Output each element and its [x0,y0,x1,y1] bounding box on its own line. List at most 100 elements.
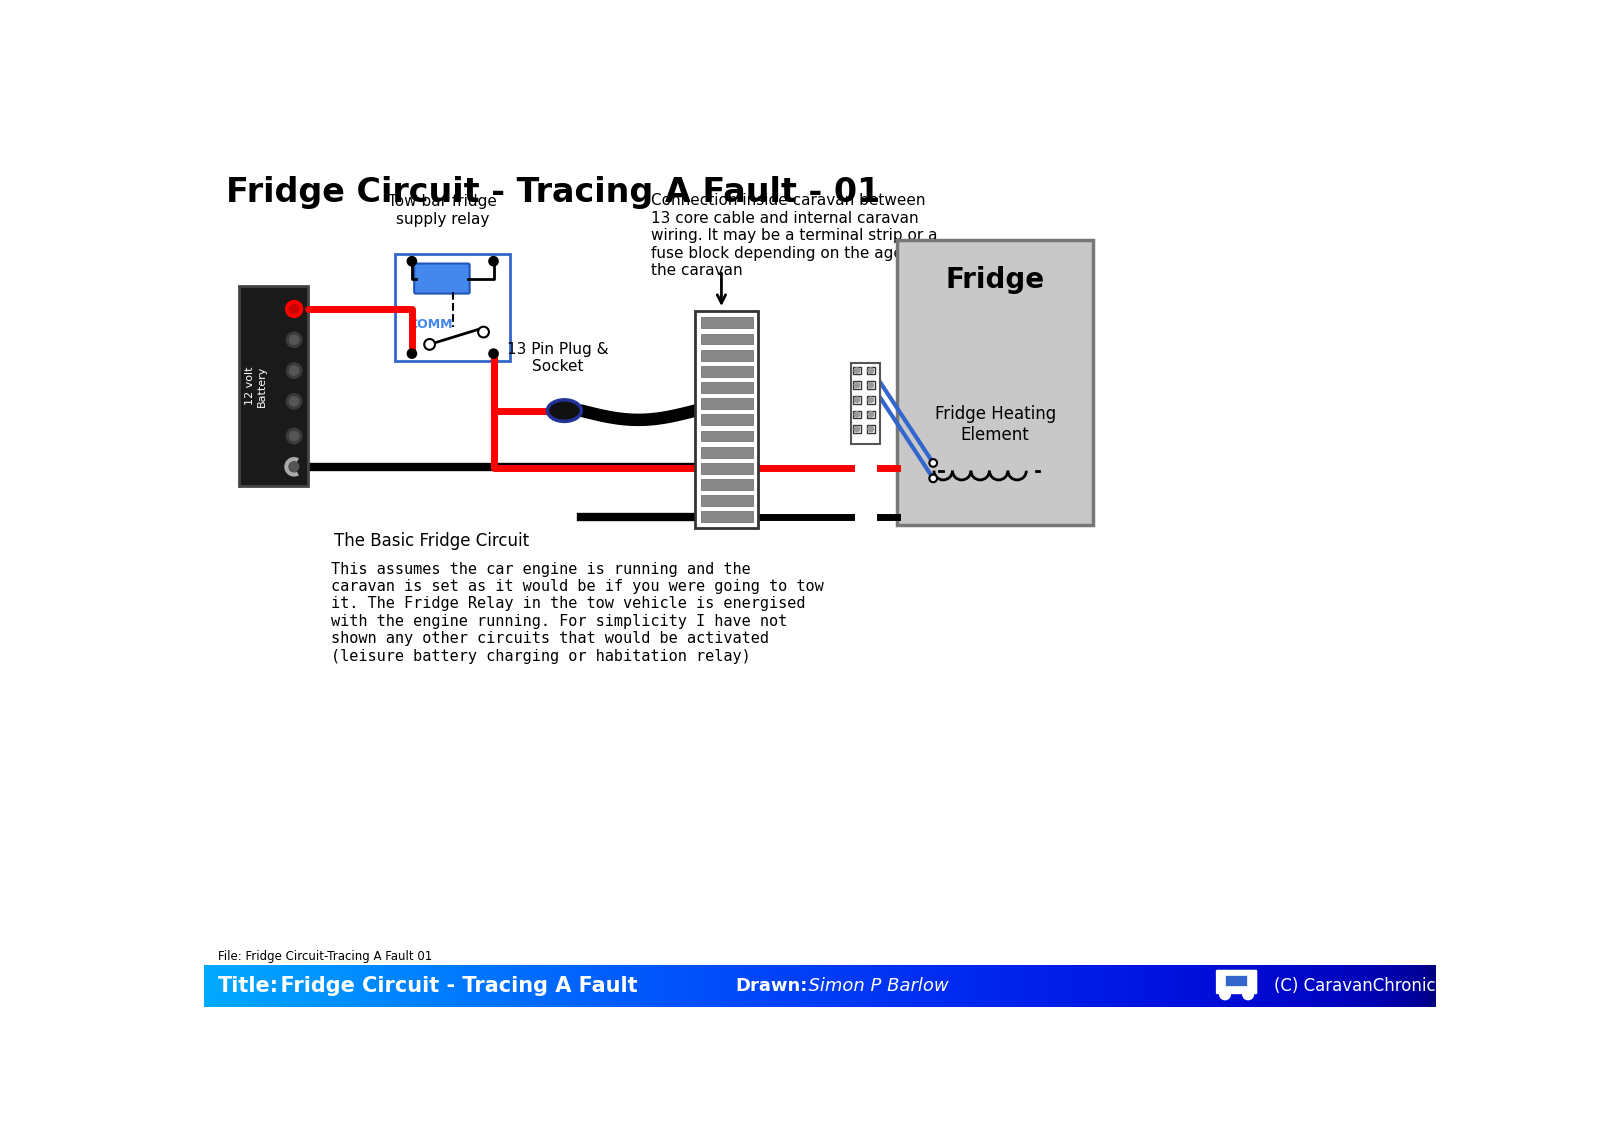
Bar [1054,965,1062,1007]
Text: 13 Pin Plug &
Socket: 13 Pin Plug & Socket [507,342,610,374]
Bar [648,965,656,1007]
Bar [370,965,378,1007]
Bar [778,965,784,1007]
Bar [826,965,834,1007]
Bar [1134,965,1142,1007]
Bar [701,480,754,490]
Bar [1307,965,1314,1007]
Bar [1288,965,1296,1007]
Bar [642,965,650,1007]
FancyBboxPatch shape [414,264,470,294]
Bar [549,965,557,1007]
Text: 12 volt
Battery: 12 volt Battery [245,365,266,407]
Bar [1085,965,1093,1007]
Text: This assumes the car engine is running and the
caravan is set as it would be if : This assumes the car engine is running a… [331,561,824,664]
Bar [869,965,877,1007]
Circle shape [290,335,299,345]
Bar [701,318,754,328]
Bar [739,965,747,1007]
Bar [512,965,520,1007]
Bar [838,965,846,1007]
Bar [382,965,390,1007]
Bar [598,965,606,1007]
Bar [238,286,307,486]
Bar [698,965,704,1007]
Bar [1264,965,1272,1007]
Bar [1011,965,1019,1007]
Bar [1104,965,1110,1007]
Bar [701,463,754,474]
Bar [1048,965,1056,1007]
Bar [1301,965,1309,1007]
Circle shape [408,349,416,359]
Bar [1232,965,1240,1007]
Bar [1122,965,1130,1007]
Bar [814,965,821,1007]
Bar [1387,965,1395,1007]
Bar [475,965,483,1007]
Circle shape [285,458,304,476]
Bar [216,965,224,1007]
Bar [622,965,630,1007]
Bar [867,381,875,389]
Bar [867,425,875,433]
Bar [605,965,613,1007]
Bar [493,965,501,1007]
Bar [1067,965,1074,1007]
Bar [210,965,218,1007]
Bar [746,965,754,1007]
Bar [629,965,637,1007]
Bar [1061,965,1067,1007]
Circle shape [1219,988,1230,1000]
Bar [1035,965,1043,1007]
Bar [901,965,907,1007]
Circle shape [408,257,416,266]
Bar [1195,965,1203,1007]
Bar [925,965,933,1007]
Circle shape [286,363,302,378]
Bar [579,965,587,1007]
Bar [853,396,861,404]
Bar [536,965,544,1007]
Circle shape [290,304,299,313]
Bar [1091,965,1099,1007]
Bar [419,965,427,1007]
Circle shape [424,339,435,349]
Bar [1411,965,1419,1007]
Bar [1258,965,1266,1007]
Bar [518,965,526,1007]
Bar [525,965,533,1007]
Text: (C) CaravanChronicles.com: (C) CaravanChronicles.com [1274,977,1501,995]
Bar [246,965,254,1007]
Bar [701,447,754,458]
Bar [1208,965,1216,1007]
Bar [1141,965,1149,1007]
Bar [586,965,594,1007]
Bar [974,965,982,1007]
Circle shape [930,459,938,467]
Bar [1344,965,1352,1007]
Circle shape [286,429,302,443]
Circle shape [869,412,874,417]
Bar [1024,965,1030,1007]
Circle shape [290,463,299,472]
Bar [1115,965,1123,1007]
Bar [722,965,730,1007]
Bar [1398,965,1406,1007]
Bar [672,965,680,1007]
Bar [352,965,360,1007]
Circle shape [290,304,299,313]
Bar [944,965,950,1007]
Bar [981,965,987,1007]
Circle shape [854,412,859,417]
Bar [389,965,397,1007]
Circle shape [854,368,859,373]
Bar [592,965,600,1007]
Bar [789,965,797,1007]
Circle shape [854,426,859,432]
Circle shape [290,366,299,375]
Bar [1318,965,1326,1007]
Bar [333,965,341,1007]
Bar [242,965,248,1007]
Bar [1165,965,1173,1007]
